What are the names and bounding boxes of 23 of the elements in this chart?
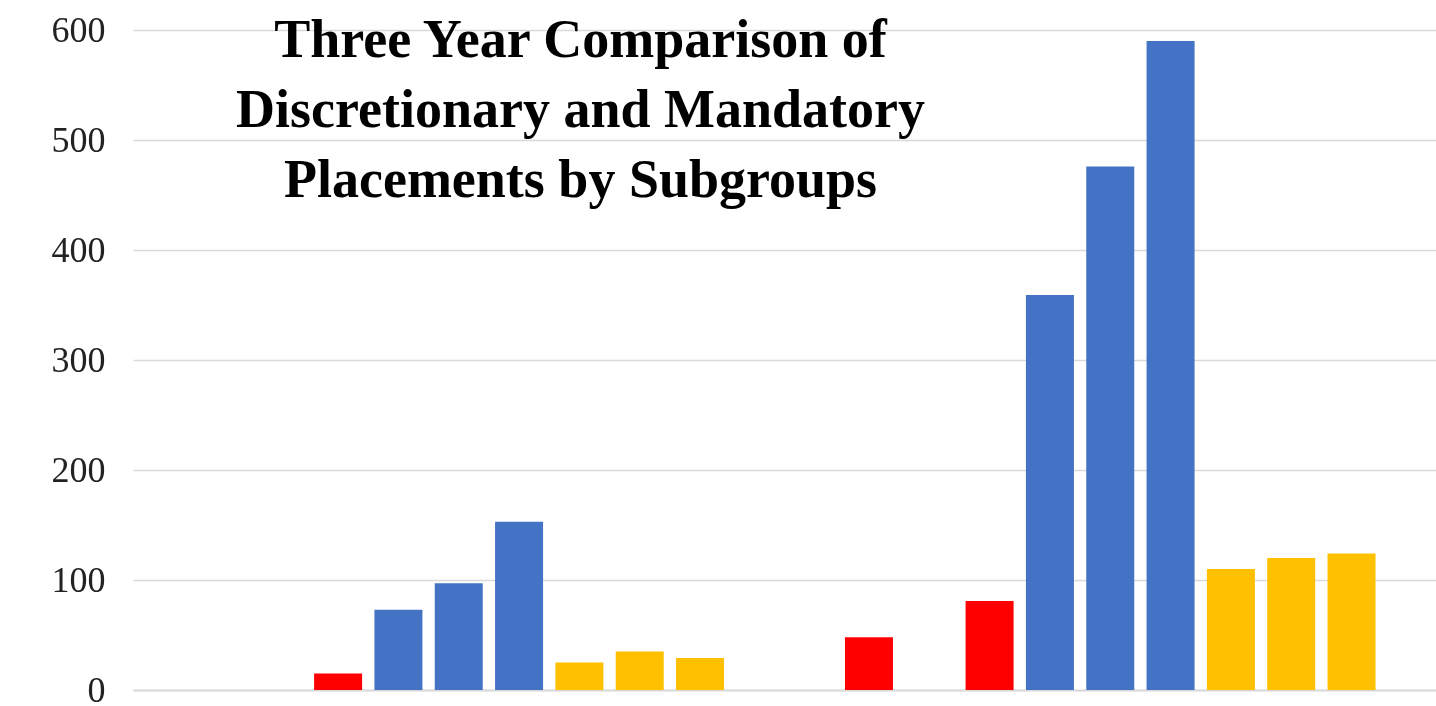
bar: [676, 658, 725, 690]
bar: [844, 637, 893, 690]
bar: [1267, 558, 1316, 690]
bar: [434, 583, 483, 690]
bar: [495, 521, 544, 690]
bar: [1146, 41, 1195, 690]
bar: [1206, 569, 1255, 690]
y-tick-label: 600: [51, 9, 106, 50]
bar: [965, 600, 1014, 690]
y-tick-label: 400: [51, 229, 106, 270]
y-tick-label: 100: [51, 559, 106, 600]
bar: [615, 651, 664, 690]
bar: [1327, 553, 1376, 690]
text: Three Year Comparison of Discretionary and Mandatory Placements by Subgroups: [236, 9, 925, 209]
y-tick-label: 300: [51, 339, 106, 380]
bar: [1086, 166, 1135, 690]
bar: [555, 662, 604, 690]
bar: [314, 673, 363, 690]
y-tick-label: 0: [87, 669, 106, 706]
y-tick-label: 200: [51, 449, 106, 490]
bar: [374, 609, 423, 690]
y-tick-label: 500: [51, 119, 106, 160]
bar: [1025, 295, 1074, 690]
